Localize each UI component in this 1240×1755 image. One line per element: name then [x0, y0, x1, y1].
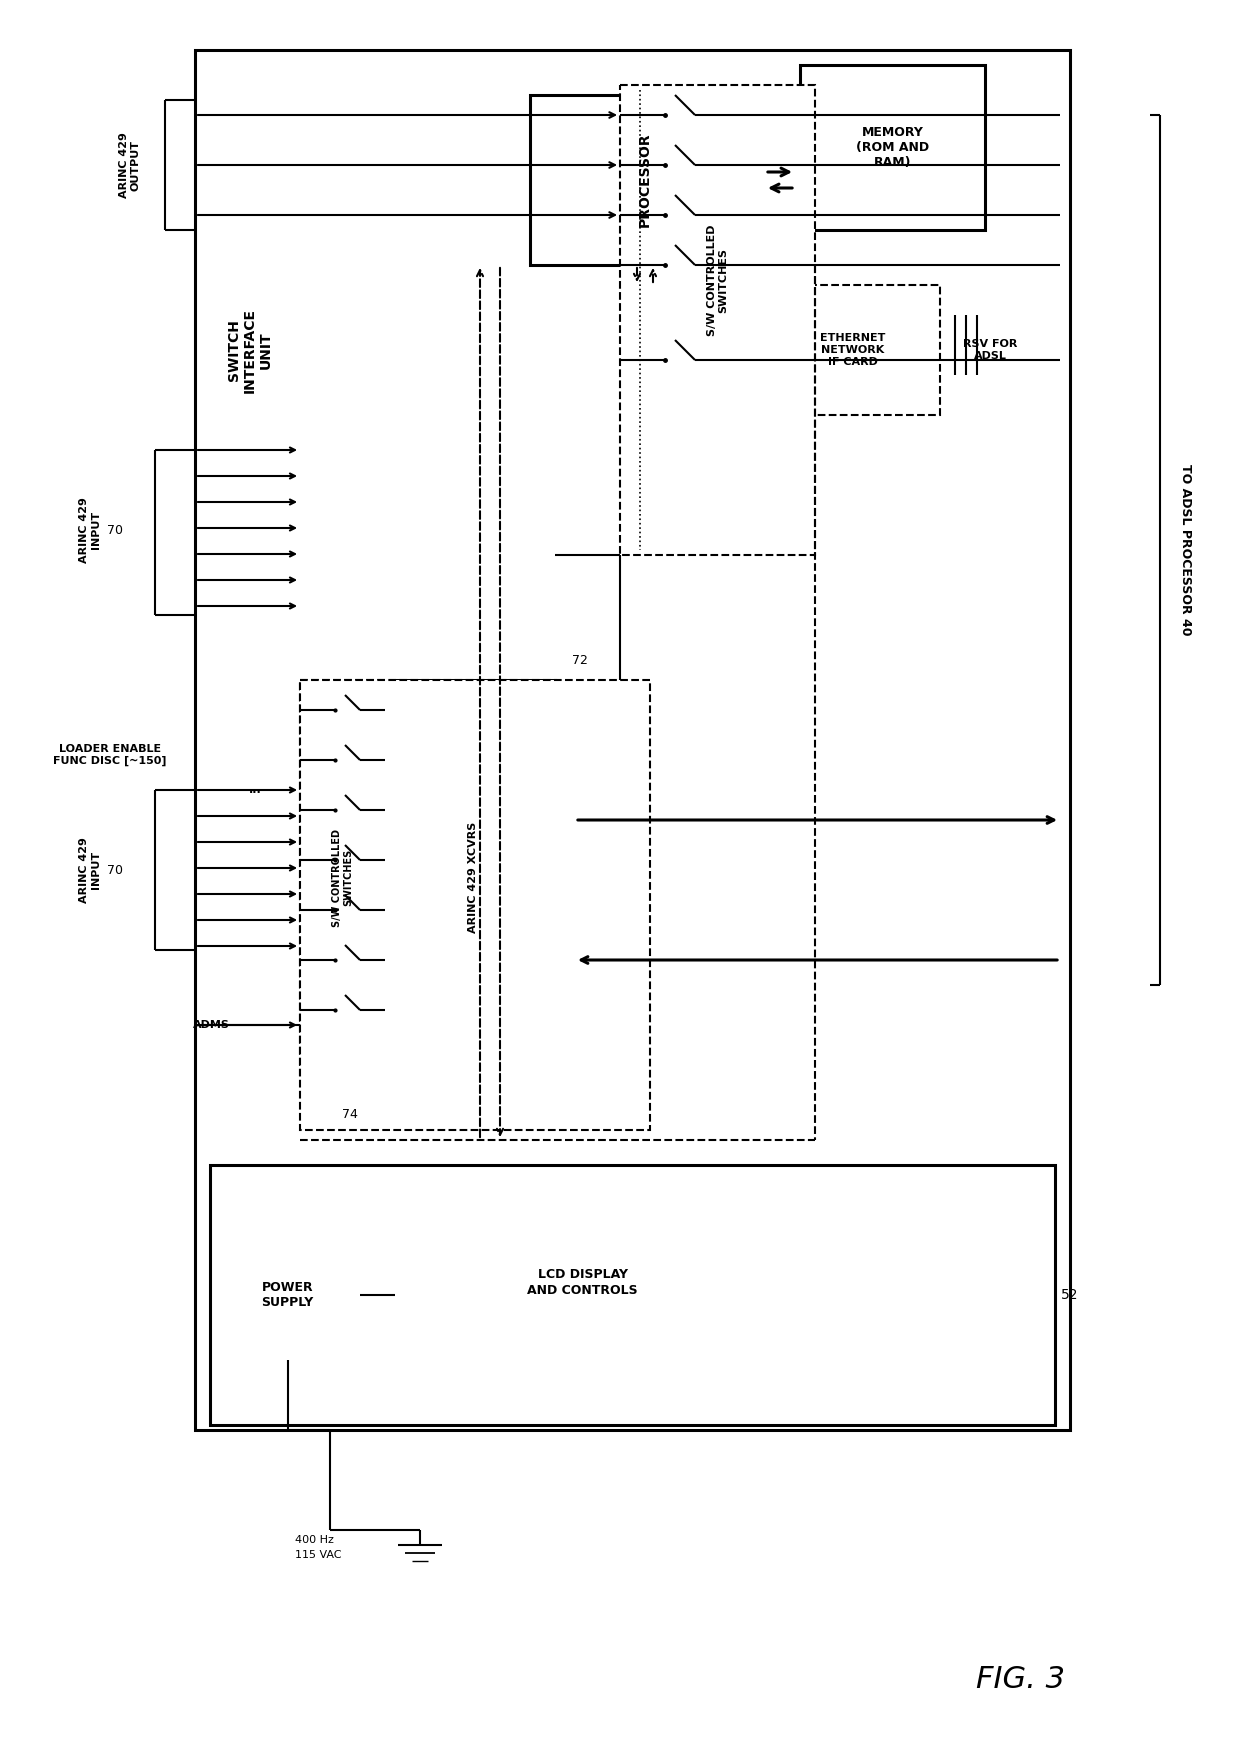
- Text: 52: 52: [1061, 1288, 1079, 1302]
- Bar: [551, 856, 570, 897]
- Bar: [529, 95, 760, 265]
- Bar: [300, 679, 650, 1130]
- Bar: [215, 1230, 360, 1360]
- Bar: [765, 284, 940, 414]
- Bar: [800, 65, 985, 230]
- Text: 115 VAC: 115 VAC: [295, 1550, 341, 1560]
- Text: 74: 74: [342, 1109, 358, 1121]
- Text: LCD DISPLAY
AND CONTROLS: LCD DISPLAY AND CONTROLS: [527, 1269, 637, 1297]
- Text: 70: 70: [107, 523, 123, 537]
- Text: S/W CONTROLLED
SWITCHES: S/W CONTROLLED SWITCHES: [332, 828, 353, 927]
- Bar: [434, 1344, 444, 1355]
- Text: ARINC 429 XCVRS: ARINC 429 XCVRS: [467, 821, 477, 934]
- Text: ARINC 429
OUTPUT: ARINC 429 OUTPUT: [119, 132, 141, 198]
- Bar: [391, 679, 556, 1076]
- Text: 72: 72: [572, 653, 588, 667]
- Text: FIG. 3: FIG. 3: [976, 1665, 1064, 1695]
- Text: RSV FOR
ADSL: RSV FOR ADSL: [962, 339, 1017, 362]
- Text: 70: 70: [107, 863, 123, 876]
- Text: 400 Hz: 400 Hz: [295, 1536, 334, 1544]
- Text: ETHERNET
NETWORK
IF CARD: ETHERNET NETWORK IF CARD: [820, 333, 885, 367]
- Bar: [408, 1344, 418, 1355]
- Text: ARINC 429
INPUT: ARINC 429 INPUT: [79, 837, 100, 902]
- Text: ARINC 429
INPUT: ARINC 429 INPUT: [79, 497, 100, 563]
- Text: MEMORY
(ROM AND
RAM): MEMORY (ROM AND RAM): [856, 126, 929, 168]
- Text: POWER
SUPPLY: POWER SUPPLY: [262, 1281, 314, 1309]
- Text: ...: ...: [249, 784, 262, 795]
- Text: SWITCH
INTERFACE
UNIT: SWITCH INTERFACE UNIT: [227, 307, 273, 393]
- Text: ADMS: ADMS: [193, 1020, 229, 1030]
- Text: TO ADSL PROCESSOR 40: TO ADSL PROCESSOR 40: [1178, 465, 1192, 635]
- Bar: [195, 49, 1070, 1430]
- Bar: [300, 679, 384, 1076]
- Bar: [422, 1344, 432, 1355]
- Bar: [210, 1165, 1055, 1425]
- Bar: [620, 84, 815, 555]
- Text: PROCESSOR: PROCESSOR: [639, 133, 652, 228]
- Bar: [396, 1176, 770, 1390]
- Text: S/W CONTROLLED
SWITCHES: S/W CONTROLLED SWITCHES: [707, 225, 728, 335]
- Text: LOADER ENABLE
FUNC DISC [~150]: LOADER ENABLE FUNC DISC [~150]: [53, 744, 166, 765]
